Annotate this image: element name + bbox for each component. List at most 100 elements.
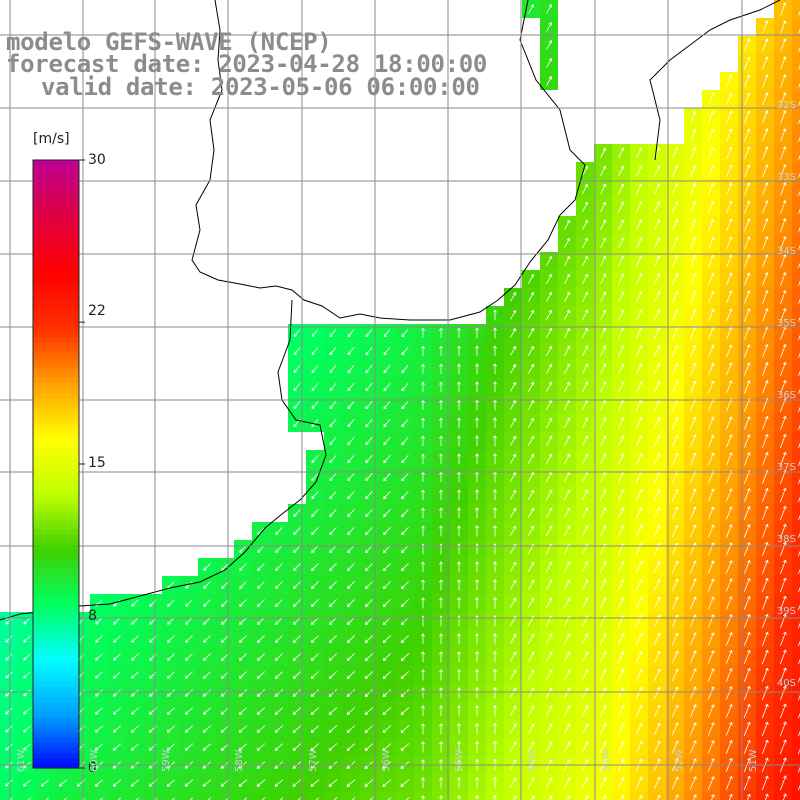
wind-arrow: [383, 635, 391, 643]
colorbar-segment: [33, 661, 79, 668]
wind-arrow: [798, 568, 800, 575]
wind-arrow: [726, 92, 732, 106]
wind-arrow-head: [782, 92, 787, 96]
wind-arrow-head: [693, 650, 697, 654]
wind-arrow-head: [493, 327, 497, 331]
wind-arrow-head: [382, 657, 387, 661]
wind-arrow-head: [493, 687, 497, 691]
wind-arrow-head: [566, 291, 571, 296]
wind-cell: [792, 684, 800, 702]
wind-arrow: [708, 398, 714, 412]
colorbar-segment: [33, 296, 79, 303]
wind-arrow: [23, 725, 31, 733]
wind-arrow: [617, 705, 625, 717]
wind-arrow-head: [747, 613, 751, 618]
wind-arrow-head: [728, 488, 733, 492]
wind-arrow-head: [185, 621, 189, 625]
wind-arrow: [744, 110, 750, 124]
wind-arrow: [671, 542, 679, 556]
wind-cell: [234, 792, 252, 800]
colorbar-segment: [33, 712, 79, 718]
wind-arrow-head: [329, 459, 333, 464]
wind-arrow: [599, 525, 607, 537]
colorbar-segment: [33, 403, 79, 409]
title-forecast-date: forecast date: 2023-04-28 18:00:00: [6, 50, 488, 78]
wind-arrow: [563, 777, 571, 789]
wind-arrow-head: [693, 722, 697, 726]
wind-arrow: [725, 560, 733, 574]
wind-arrow: [401, 509, 409, 517]
wind-cell: [198, 792, 216, 800]
wind-arrow: [347, 617, 355, 625]
wind-arrow-head: [620, 327, 625, 331]
wind-arrow-head: [401, 495, 405, 500]
wind-arrow: [203, 635, 211, 643]
wind-arrow: [581, 633, 589, 645]
wind-cell: [72, 792, 90, 800]
wind-arrow: [274, 707, 284, 715]
wind-arrow-head: [782, 272, 787, 276]
wind-arrow: [653, 740, 661, 754]
wind-arrow-head: [764, 487, 769, 492]
wind-arrow-head: [238, 711, 243, 715]
wind-arrow: [618, 435, 624, 447]
wind-arrow: [707, 668, 715, 682]
wind-arrow-head: [382, 693, 387, 697]
wind-arrow-head: [747, 542, 751, 546]
wind-arrow: [743, 614, 751, 628]
wind-arrow: [509, 777, 517, 789]
wind-arrow-head: [512, 346, 517, 350]
wind-arrow-head: [184, 693, 189, 697]
wind-arrow: [780, 380, 786, 394]
wind-arrow: [726, 380, 732, 394]
wind-arrow-head: [710, 236, 715, 241]
wind-cell: [792, 72, 800, 90]
colorbar-segment: [33, 514, 79, 521]
wind-arrow: [329, 455, 337, 463]
wind-arrow-head: [764, 74, 769, 78]
wind-arrow: [761, 739, 769, 755]
wind-arrow: [599, 669, 607, 681]
wind-arrow-head: [584, 669, 589, 673]
wind-arrow: [798, 334, 800, 340]
wind-arrow: [293, 347, 301, 355]
wind-arrow-head: [401, 333, 405, 338]
wind-arrow-head: [710, 362, 715, 366]
wind-arrow: [671, 776, 679, 790]
wind-arrow-head: [638, 255, 643, 259]
colorbar-segment: [33, 230, 79, 237]
wind-arrow: [41, 779, 49, 787]
wind-arrow-head: [383, 369, 387, 374]
wind-arrow: [690, 237, 696, 249]
wind-arrow-head: [439, 597, 443, 601]
wind-arrow-head: [439, 651, 443, 655]
wind-arrow-head: [256, 783, 261, 787]
wind-arrow-head: [783, 595, 787, 600]
wind-arrow: [527, 633, 535, 645]
wind-arrow-head: [311, 621, 315, 625]
wind-arrow-head: [567, 759, 571, 763]
wind-cell: [792, 468, 800, 486]
wind-arrow: [333, 797, 338, 800]
wind-arrow: [95, 779, 103, 787]
wind-arrow: [689, 740, 697, 754]
wind-arrow: [707, 596, 715, 610]
colorbar-segment: [33, 762, 79, 769]
wind-arrow: [600, 489, 606, 501]
wind-arrow: [275, 581, 283, 589]
wind-arrow-head: [457, 525, 461, 529]
wind-arrow-head: [602, 219, 607, 224]
wind-arrow-head: [76, 783, 81, 787]
wind-arrow-head: [112, 747, 117, 751]
wind-arrow-head: [692, 146, 697, 151]
wind-arrow: [257, 563, 265, 571]
wind-arrow-head: [23, 747, 27, 751]
wind-arrow: [9, 797, 13, 800]
wind-arrow-head: [746, 74, 751, 78]
wind-arrow-head: [275, 549, 279, 553]
wind-arrow-head: [639, 776, 643, 781]
wind-cell: [792, 792, 800, 800]
wind-arrow: [509, 651, 517, 663]
wind-arrow: [636, 219, 642, 231]
wind-arrow-head: [256, 675, 261, 679]
